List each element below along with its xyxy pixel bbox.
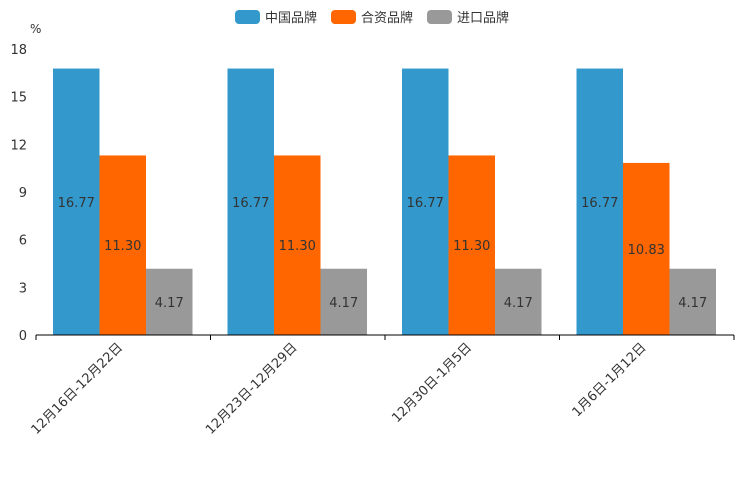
x-category-label: 12月30日-1月5日 xyxy=(389,340,475,426)
y-tick-label: 6 xyxy=(19,234,27,249)
bar-china-brand[interactable] xyxy=(576,68,624,335)
x-category-label: 12月23日-12月29日 xyxy=(203,340,300,437)
y-tick-label: 0 xyxy=(19,329,27,344)
legend-swatch-china-brand xyxy=(234,9,260,24)
bar-imported-brand[interactable] xyxy=(495,268,542,335)
data-label-imported-brand: 4.17 xyxy=(155,296,184,311)
y-tick-label: 18 xyxy=(10,43,27,58)
y-axis-ticks: 0 3 6 9 12 15 18 xyxy=(10,43,27,344)
bar-china-brand[interactable] xyxy=(402,68,449,335)
y-axis-unit-label: % xyxy=(30,22,41,36)
x-category-label: 12月16日-12月22日 xyxy=(29,340,126,437)
bar-joint-venture-brand[interactable] xyxy=(448,155,496,335)
y-tick-label: 3 xyxy=(19,281,27,296)
y-tick-label: 12 xyxy=(10,138,27,153)
data-label-imported-brand: 4.17 xyxy=(504,296,533,311)
x-axis: 12月16日-12月22日 12月23日-12月29日 12月30日-1月5日 1月6… xyxy=(29,334,735,438)
legend-label-china-brand: 中国品牌 xyxy=(264,11,317,26)
data-label-joint-venture-brand: 11.30 xyxy=(279,239,316,254)
legend-swatch-joint-venture-brand xyxy=(330,9,356,24)
bar-imported-brand[interactable] xyxy=(669,268,717,335)
data-label-joint-venture-brand: 10.83 xyxy=(628,243,665,258)
legend-item-imported-brand[interactable]: 进口品牌 xyxy=(427,7,509,26)
data-label-china-brand: 16.77 xyxy=(407,196,444,211)
legend-item-china-brand[interactable]: 中国品牌 xyxy=(234,7,317,26)
y-tick-label: 15 xyxy=(10,91,27,106)
bar-china-brand[interactable] xyxy=(227,68,275,335)
data-label-china-brand: 16.77 xyxy=(232,196,269,211)
bar-imported-brand[interactable] xyxy=(146,268,193,335)
legend-item-joint-venture-brand[interactable]: 合资品牌 xyxy=(330,7,413,26)
bar-joint-venture-brand[interactable] xyxy=(99,155,147,335)
data-label-joint-venture-brand: 11.30 xyxy=(104,239,141,254)
bar-imported-brand[interactable] xyxy=(320,268,368,335)
chart-legend: 中国品牌 合资品牌 进口品牌 xyxy=(0,7,744,26)
data-label-imported-brand: 4.17 xyxy=(329,296,358,311)
bar-joint-venture-brand[interactable] xyxy=(274,155,321,335)
legend-label-imported-brand: 进口品牌 xyxy=(457,11,510,26)
data-label-imported-brand: 4.17 xyxy=(678,296,707,311)
bar-china-brand[interactable] xyxy=(53,68,100,335)
y-tick-label: 9 xyxy=(19,186,27,201)
data-label-joint-venture-brand: 11.30 xyxy=(453,239,490,254)
legend-label-joint-venture-brand: 合资品牌 xyxy=(360,11,413,26)
bars-group: 16.77 11.30 4.17 16.77 11.30 4.17 16.77 11.30 4.… xyxy=(53,68,717,335)
bar-joint-venture-brand[interactable] xyxy=(623,162,670,335)
x-category-label: 1月6日-1月12日 xyxy=(570,340,650,420)
legend-swatch-imported-brand xyxy=(427,9,452,24)
data-label-china-brand: 16.77 xyxy=(58,196,95,211)
data-label-china-brand: 16.77 xyxy=(581,196,618,211)
